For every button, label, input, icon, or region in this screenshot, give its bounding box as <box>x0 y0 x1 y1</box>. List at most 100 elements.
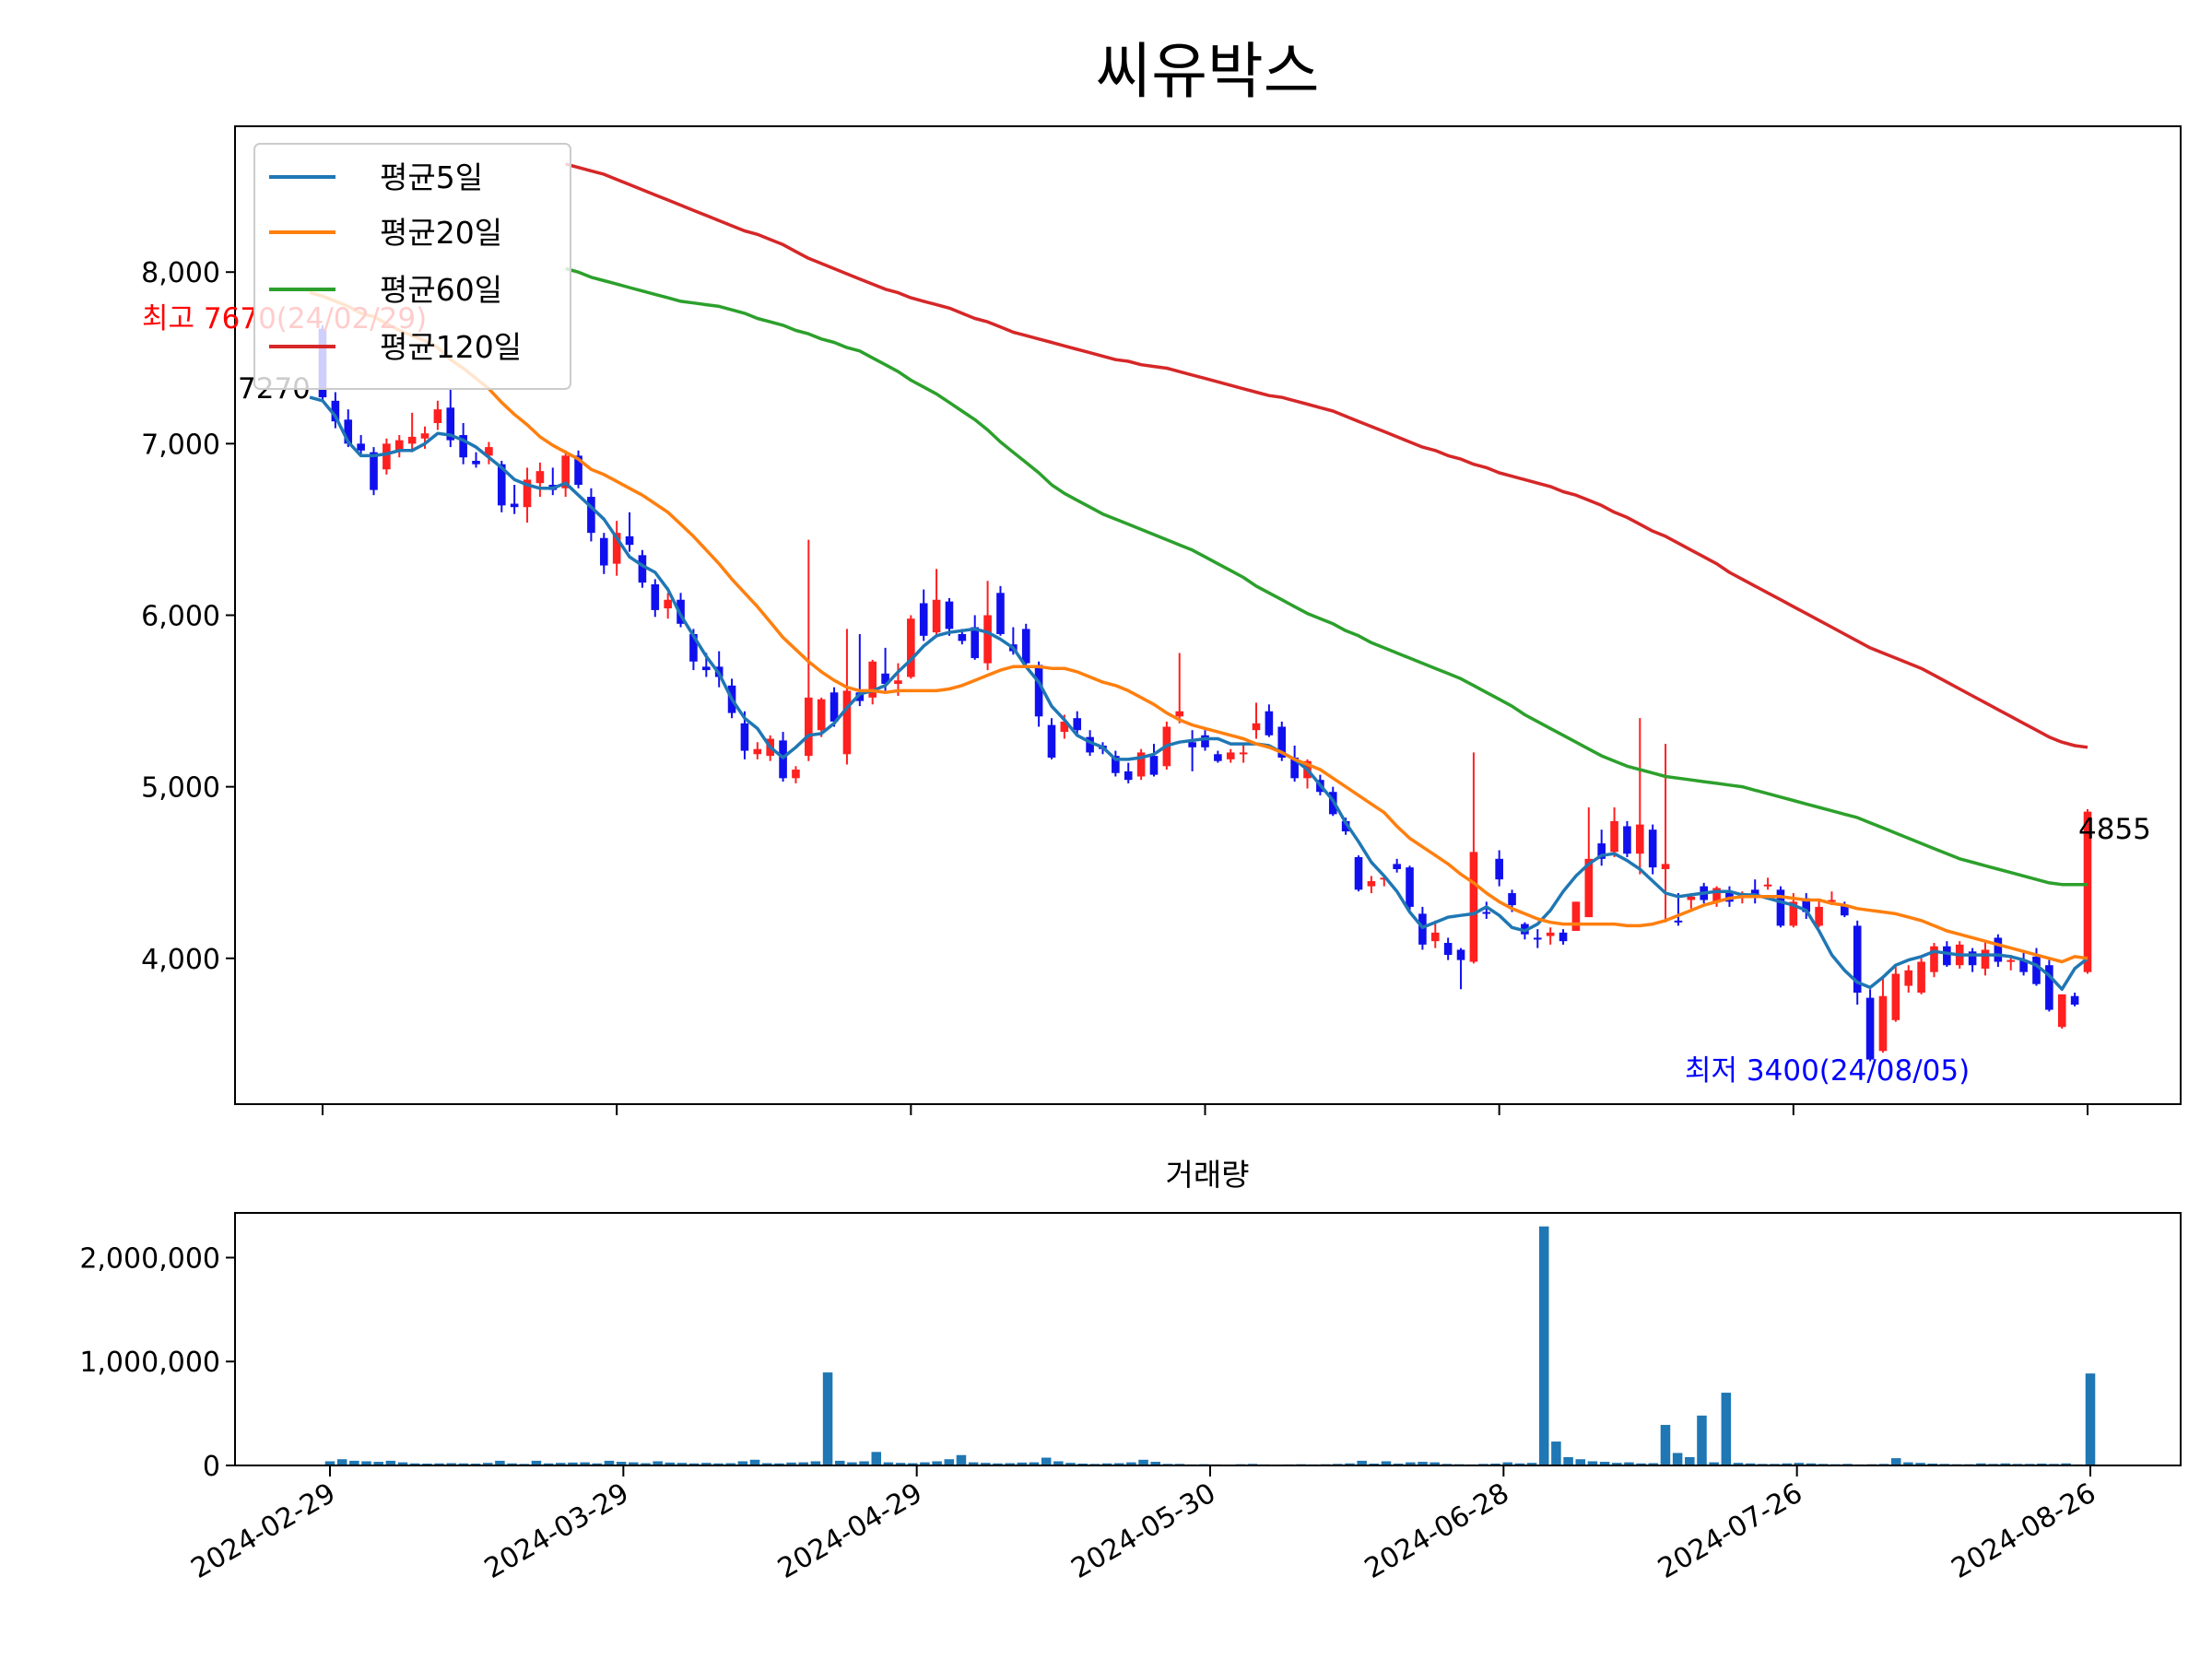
candle-body <box>612 533 621 564</box>
candle-body <box>1789 901 1798 926</box>
candle-body <box>1239 752 1248 755</box>
candle-body <box>702 666 711 671</box>
volume-bar <box>688 1463 700 1465</box>
candle-body <box>394 440 404 451</box>
candle-body <box>1661 864 1670 869</box>
volume-bar <box>749 1459 760 1465</box>
candle-body <box>625 535 634 546</box>
candle-body <box>407 436 417 444</box>
volume-bar <box>665 1462 676 1465</box>
candle-body <box>1904 970 1913 986</box>
candle-body <box>1393 864 1401 869</box>
candle-body <box>535 471 545 484</box>
ma60-line <box>565 266 2088 887</box>
candle-body <box>561 455 570 488</box>
candle-body <box>1943 946 1951 966</box>
volume-bar <box>725 1463 735 1465</box>
ma120-line <box>565 162 2088 749</box>
volume-bar <box>458 1463 469 1465</box>
candle-body <box>1443 943 1453 956</box>
price-ytick-label: 5,000 <box>141 772 220 805</box>
candle-body <box>1584 858 1594 918</box>
ma20-line <box>309 290 2088 964</box>
volume-bar <box>2085 1373 2096 1465</box>
candle-body <box>1610 820 1618 853</box>
price-ytick-label: 8,000 <box>141 257 220 289</box>
volume-bar <box>677 1463 688 1465</box>
xtick-label: 2024-07-26 <box>1653 1477 1807 1585</box>
candle-body <box>1086 736 1094 753</box>
candle-body <box>574 455 582 486</box>
volume-bar <box>761 1463 772 1465</box>
candle-body <box>357 443 365 451</box>
candle-body <box>907 618 915 677</box>
volume-bar <box>592 1463 603 1465</box>
candle-body <box>472 460 480 465</box>
volume-bar <box>1053 1461 1064 1465</box>
candle-body <box>753 748 762 755</box>
volume-bar <box>580 1462 590 1465</box>
candle-body <box>651 583 660 610</box>
volume-bar <box>1369 1463 1380 1465</box>
volume-bar <box>1636 1463 1646 1465</box>
volume-bar <box>531 1460 542 1465</box>
volume-bar <box>1697 1415 1707 1465</box>
volume-bar <box>1782 1463 1792 1465</box>
volume-bar <box>385 1460 396 1465</box>
volume-bar <box>1721 1393 1732 1465</box>
candle-body <box>1469 852 1478 962</box>
x-axis: 2024-02-29 2024-03-29 2024-04-29 2024-05-30… <box>186 1104 2101 1585</box>
volume-bar <box>871 1452 882 1465</box>
volume-bar <box>1418 1462 1428 1465</box>
volume-bar <box>1733 1463 1744 1465</box>
candle-body <box>958 633 967 641</box>
candle-body <box>1648 830 1657 868</box>
volume-bar <box>1745 1463 1756 1465</box>
volume-bar <box>737 1461 748 1465</box>
volume-bar <box>1563 1456 1573 1465</box>
candle-body <box>1968 951 1977 966</box>
candle-body <box>1891 973 1900 1020</box>
volume-bar <box>1430 1462 1440 1465</box>
candle-body <box>1994 937 2003 962</box>
volume-bar <box>1599 1462 1610 1465</box>
legend-box <box>253 143 571 390</box>
candle-body <box>1021 629 1030 664</box>
volume-bar <box>434 1463 444 1465</box>
ma5-line <box>309 395 2089 992</box>
candle-body <box>433 409 442 424</box>
volume-bar <box>1794 1463 1805 1465</box>
volume-bar <box>859 1461 869 1465</box>
candle-body <box>1636 824 1644 854</box>
volume-bar <box>1393 1463 1404 1465</box>
xtick-label: 2024-04-29 <box>772 1477 927 1585</box>
volume-bar <box>482 1463 493 1465</box>
volume-bar <box>1017 1462 1028 1465</box>
candle-body <box>2057 994 2066 1028</box>
price-ytick-label: 4,000 <box>141 944 220 976</box>
volume-bar <box>883 1462 894 1465</box>
volume-bar <box>1806 1463 1817 1465</box>
xtick-label: 2024-06-28 <box>1359 1477 1514 1585</box>
candle-body <box>1841 905 1849 916</box>
volume-bar <box>713 1463 724 1465</box>
candle-body <box>1533 937 1542 940</box>
volume-bar <box>944 1459 955 1465</box>
volume-bar <box>1612 1463 1622 1465</box>
candle-body <box>587 497 595 534</box>
candle-body <box>983 615 992 664</box>
volume-bar <box>1672 1453 1683 1465</box>
volume-bar <box>1903 1462 1913 1465</box>
candle-body <box>996 593 1005 634</box>
volume-bar <box>556 1463 566 1465</box>
candle-body <box>919 603 928 636</box>
volume-bar <box>629 1462 639 1465</box>
candle-body <box>2045 965 2053 1010</box>
volume-bar <box>920 1462 930 1465</box>
candle-body <box>740 723 749 751</box>
candle-body <box>1750 889 1759 895</box>
candle-body <box>1674 920 1683 923</box>
candle-body <box>945 601 954 629</box>
volume-bar <box>446 1463 456 1465</box>
